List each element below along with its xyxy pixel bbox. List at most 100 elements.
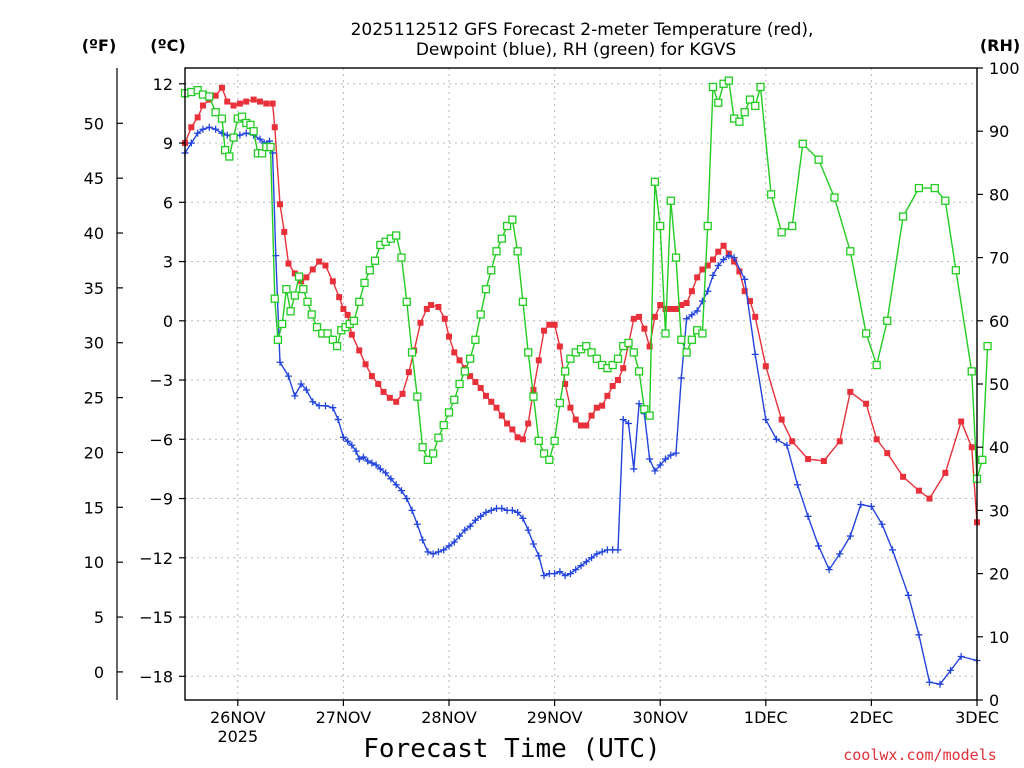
celsius-tick-label: 12 <box>153 75 173 94</box>
data-point <box>687 335 697 344</box>
data-point <box>556 343 563 350</box>
data-point <box>455 379 464 389</box>
data-point <box>413 392 422 401</box>
data-point <box>530 386 537 393</box>
data-point <box>340 305 347 312</box>
data-point <box>777 228 786 237</box>
data-point <box>745 95 755 104</box>
data-point <box>704 262 711 269</box>
data-point <box>804 512 812 520</box>
data-point <box>299 285 308 294</box>
data-point <box>519 436 526 443</box>
data-point <box>270 294 279 303</box>
data-point <box>561 367 570 376</box>
data-point <box>634 367 644 376</box>
data-point <box>243 98 250 105</box>
data-point <box>465 354 475 363</box>
data-point <box>250 96 257 103</box>
data-point <box>714 262 722 269</box>
data-point <box>872 360 881 370</box>
data-point <box>487 266 496 275</box>
data-point <box>540 572 548 580</box>
data-point <box>230 102 237 109</box>
data-point <box>967 367 976 376</box>
data-point <box>846 532 854 540</box>
data-point <box>403 495 411 503</box>
data-point <box>925 678 933 686</box>
data-point <box>572 566 580 574</box>
data-point <box>423 455 433 464</box>
data-point <box>344 311 351 318</box>
fahrenheit-tick-label: 50 <box>84 114 104 133</box>
data-point <box>556 568 564 576</box>
celsius-tick-label: −3 <box>149 371 173 390</box>
data-point <box>715 248 722 255</box>
data-point <box>650 177 660 186</box>
data-point <box>666 196 675 205</box>
data-point <box>741 275 749 283</box>
data-point <box>836 438 843 445</box>
data-point <box>656 221 665 231</box>
data-point <box>281 228 288 235</box>
data-point <box>677 335 686 344</box>
data-point <box>460 367 469 376</box>
data-point <box>472 379 479 386</box>
data-point <box>857 500 865 508</box>
data-point <box>983 341 992 351</box>
data-point <box>583 422 590 429</box>
data-point <box>236 100 243 107</box>
data-point <box>788 221 797 231</box>
data-point <box>951 266 961 275</box>
data-point <box>364 457 372 465</box>
data-point <box>482 508 490 516</box>
data-point <box>376 465 384 473</box>
data-point <box>671 253 681 262</box>
fahrenheit-tick-label: 25 <box>84 389 104 408</box>
data-point <box>926 495 933 502</box>
data-point <box>332 341 342 351</box>
data-point <box>898 212 908 221</box>
data-point <box>904 591 912 599</box>
data-point <box>466 522 474 530</box>
fahrenheit-unit-label: (ºF) <box>82 36 117 55</box>
data-point <box>582 341 591 351</box>
data-point <box>370 256 380 265</box>
data-point <box>498 504 506 512</box>
data-point <box>604 392 611 399</box>
data-point <box>257 149 267 158</box>
data-point <box>535 357 542 364</box>
data-point <box>884 450 891 457</box>
data-point <box>428 302 435 308</box>
data-point <box>751 101 760 111</box>
data-point <box>714 98 723 107</box>
data-point <box>509 426 516 433</box>
data-point <box>524 348 533 357</box>
data-point <box>640 405 649 414</box>
rh-unit-label: (RH) <box>980 36 1020 55</box>
data-point <box>429 550 437 558</box>
fahrenheit-tick-label: 10 <box>84 553 104 572</box>
data-point <box>900 473 907 480</box>
celsius-unit-label: (ºC) <box>150 36 185 55</box>
data-point <box>550 436 559 446</box>
data-point <box>419 536 427 544</box>
fahrenheit-tick-label: 40 <box>84 224 104 243</box>
fahrenheit-tick-label: 20 <box>84 443 104 462</box>
data-point <box>375 381 382 387</box>
data-point <box>599 402 606 409</box>
data-point <box>303 274 310 281</box>
data-point <box>315 402 323 410</box>
data-point <box>402 297 411 306</box>
data-point <box>461 526 469 534</box>
data-point <box>372 461 380 469</box>
data-point <box>793 481 801 489</box>
data-point <box>269 100 276 107</box>
data-point <box>682 348 691 357</box>
data-point <box>661 329 670 338</box>
data-point <box>256 98 263 105</box>
data-point <box>309 398 317 406</box>
x-tick-label: 28NOV <box>421 708 477 727</box>
data-point <box>762 363 769 370</box>
celsius-tick-label: −9 <box>149 490 173 509</box>
